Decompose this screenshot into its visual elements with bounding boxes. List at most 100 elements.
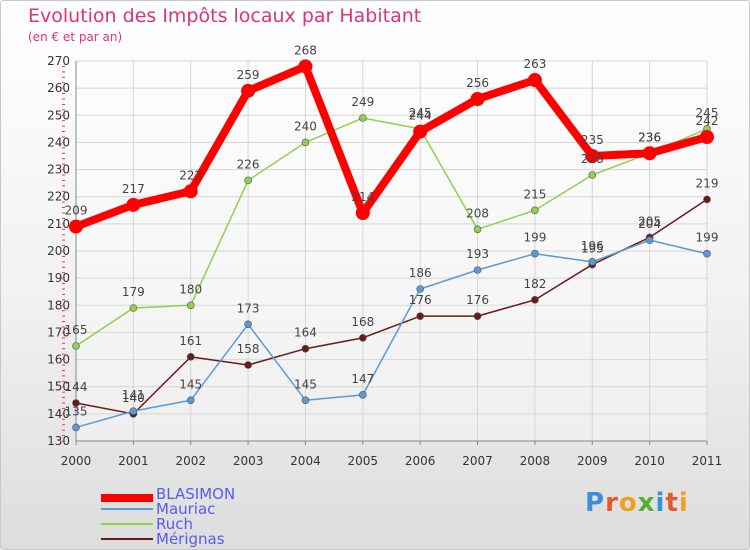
data-label: 204 [638,217,661,231]
data-point [359,334,367,342]
data-label: 205 [638,214,661,228]
legend-swatch-blasimon [101,494,153,502]
logo-letter: P [585,488,606,518]
data-label: 214 [351,190,374,204]
data-label: 217 [122,182,145,196]
data-label: 268 [294,43,317,57]
y-tick-label: 230 [47,163,70,177]
data-label: 199 [523,231,546,245]
data-label: 228 [581,152,604,166]
x-tick-label: 2000 [61,454,92,468]
data-label: 180 [179,282,202,296]
y-tick-label: 220 [47,190,70,204]
data-label: 226 [237,157,260,171]
data-label: 158 [237,342,260,356]
x-tick-label: 2001 [118,454,149,468]
data-label: 140 [122,391,145,405]
data-label: 193 [466,247,489,261]
legend-swatch-merignas [101,538,153,540]
series-line-blasimon [72,62,711,231]
y-tick-label: 140 [47,407,70,421]
y-tick-label: 190 [47,271,70,285]
data-point [531,206,539,215]
data-label: 179 [122,285,145,299]
data-point [298,59,313,74]
data-point [700,130,714,144]
data-point [186,396,195,405]
data-point [527,73,542,87]
data-label: 173 [237,301,260,315]
x-tick-label: 2010 [634,454,665,468]
data-point [244,361,252,369]
data-point [703,195,711,204]
y-tick-label: 260 [47,81,70,95]
legend-label-blasimon: BLASIMON [156,485,236,503]
data-label: 165 [65,323,88,337]
data-point [531,296,539,304]
logo-letter: i [678,488,689,518]
legend-label-mauriac: Mauriac [156,500,216,518]
data-label: 235 [581,133,604,147]
data-point [244,320,252,329]
data-label: 244 [409,109,432,123]
x-tick-label: 2009 [577,454,608,468]
data-label: 240 [294,119,317,133]
data-label: 145 [294,377,317,391]
data-label: 245 [409,106,432,120]
legend-label-ruch: Ruch [156,515,194,533]
data-label: 215 [523,187,546,201]
y-tick-label: 200 [47,244,70,258]
logo-letter: o [618,488,638,518]
data-point [470,92,485,106]
data-point [473,225,482,234]
x-tick-label: 2005 [348,454,379,468]
data-label: 199 [696,231,719,245]
data-label: 182 [523,277,546,291]
series-line-mauriac [75,239,708,429]
data-point [416,312,424,320]
data-point [359,114,367,122]
x-tick-label: 2006 [405,454,436,468]
data-label: 176 [409,293,432,307]
chart-subtitle: (en € et par an) [28,30,123,44]
data-point [585,149,600,163]
data-point [645,236,654,244]
series-line-mérignas [75,198,708,415]
data-point [301,138,310,147]
data-label: 208 [466,206,489,220]
data-label: 219 [696,176,719,190]
data-point [588,171,597,179]
logo-letter: t [665,488,679,518]
data-label: 236 [638,130,661,144]
x-tick-label: 2004 [290,454,321,468]
y-tick-label: 130 [47,434,70,448]
x-tick-label: 2011 [692,454,723,468]
y-tick-label: 240 [47,135,70,149]
x-tick-label: 2008 [520,454,551,468]
y-tick-label: 270 [47,54,70,68]
data-label: 256 [466,76,489,90]
data-label: 161 [179,334,202,348]
data-point [186,301,195,310]
data-point [126,197,141,212]
data-point [69,219,83,234]
data-label: 135 [65,404,88,418]
data-point [531,249,539,258]
y-tick-label: 170 [47,325,70,339]
data-point [244,176,252,185]
data-label: 209 [65,204,88,218]
proxiti-logo: Proxiti [585,488,689,518]
data-label: 195 [581,242,604,256]
data-point [301,344,310,353]
data-label: 245 [696,106,719,120]
data-label: 147 [351,372,374,386]
data-label: 186 [409,266,432,280]
logo-letter: i [655,488,666,518]
data-label: 242 [696,114,719,128]
logo-letter: x [637,488,656,518]
x-tick-label: 2002 [175,454,206,468]
data-point [72,399,80,407]
data-label: 145 [179,377,202,391]
